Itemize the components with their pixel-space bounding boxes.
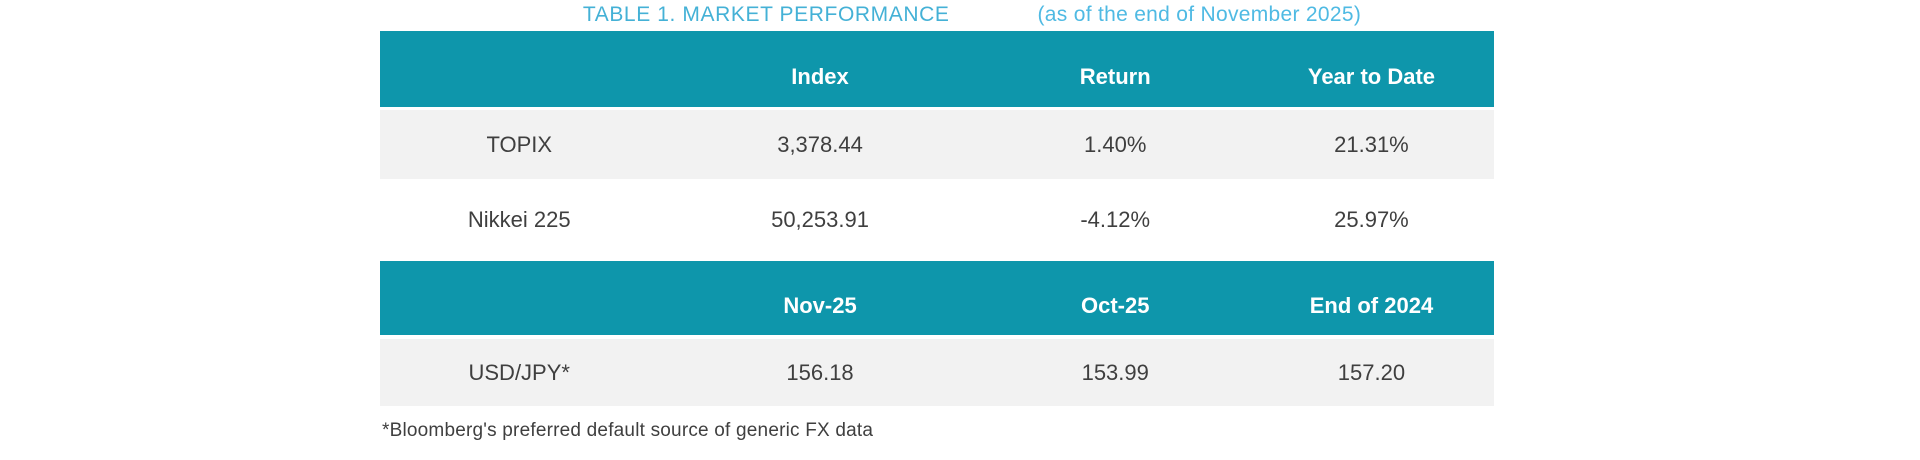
table-row-usdjpy: USD/JPY* 156.18 153.99 157.20 xyxy=(380,339,1494,406)
fx-header-cell-end-of-2024: End of 2024 xyxy=(1309,293,1434,318)
row-label-topix: TOPIX xyxy=(486,131,553,157)
topix-return-value: 1.40% xyxy=(1084,131,1147,157)
nikkei-ytd-value: 25.97% xyxy=(1334,207,1409,232)
header-cell-index: Index xyxy=(791,64,849,89)
topix-ytd-value: 21.31% xyxy=(1334,131,1409,157)
row-label-usdjpy: USD/JPY* xyxy=(468,359,570,385)
table-title: TABLE 1. MARKET PERFORMANCE (as of the e… xyxy=(380,2,1494,28)
index-header-row: Index Return Year to Date xyxy=(380,31,1494,107)
header-cell-year-to-date: Year to Date xyxy=(1307,64,1436,89)
nikkei-index-value: 50,253.91 xyxy=(771,207,869,232)
market-performance-table: Index Return Year to Date TOPIX 3,378.44… xyxy=(380,31,1494,406)
header-cell-return: Return xyxy=(1079,64,1151,89)
header-cell-blank xyxy=(380,61,659,77)
usdjpy-nov-25-value: 156.18 xyxy=(786,359,854,385)
usdjpy-oct-25-value: 153.99 xyxy=(1081,359,1149,385)
table-row-nikkei: Nikkei 225 50,253.91 -4.12% 25.97% xyxy=(380,179,1494,261)
fx-header-cell-blank xyxy=(380,290,659,306)
fx-header-cell-oct-25: Oct-25 xyxy=(1080,293,1150,318)
table-row-topix: TOPIX 3,378.44 1.40% 21.31% xyxy=(380,110,1494,179)
usdjpy-end-of-2024-value: 157.20 xyxy=(1337,359,1406,385)
row-label-nikkei: Nikkei 225 xyxy=(467,207,571,232)
nikkei-return-value: -4.12% xyxy=(1080,207,1151,232)
fx-header-cell-nov-25: Nov-25 xyxy=(783,293,857,318)
fx-header-row: Nov-25 Oct-25 End of 2024 xyxy=(380,261,1494,335)
table-title-main: TABLE 1. MARKET PERFORMANCE xyxy=(582,3,950,26)
topix-index-value: 3,378.44 xyxy=(777,131,863,157)
footnote: *Bloomberg's preferred default source of… xyxy=(382,420,874,441)
table-title-as-of: (as of the end of November 2025) xyxy=(1037,3,1362,26)
